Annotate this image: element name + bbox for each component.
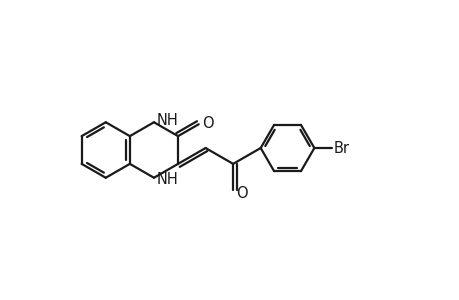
Text: NH: NH [157,113,178,128]
Text: NH: NH [157,172,178,187]
Text: Br: Br [332,140,348,155]
Text: O: O [201,116,213,131]
Text: O: O [235,186,247,201]
